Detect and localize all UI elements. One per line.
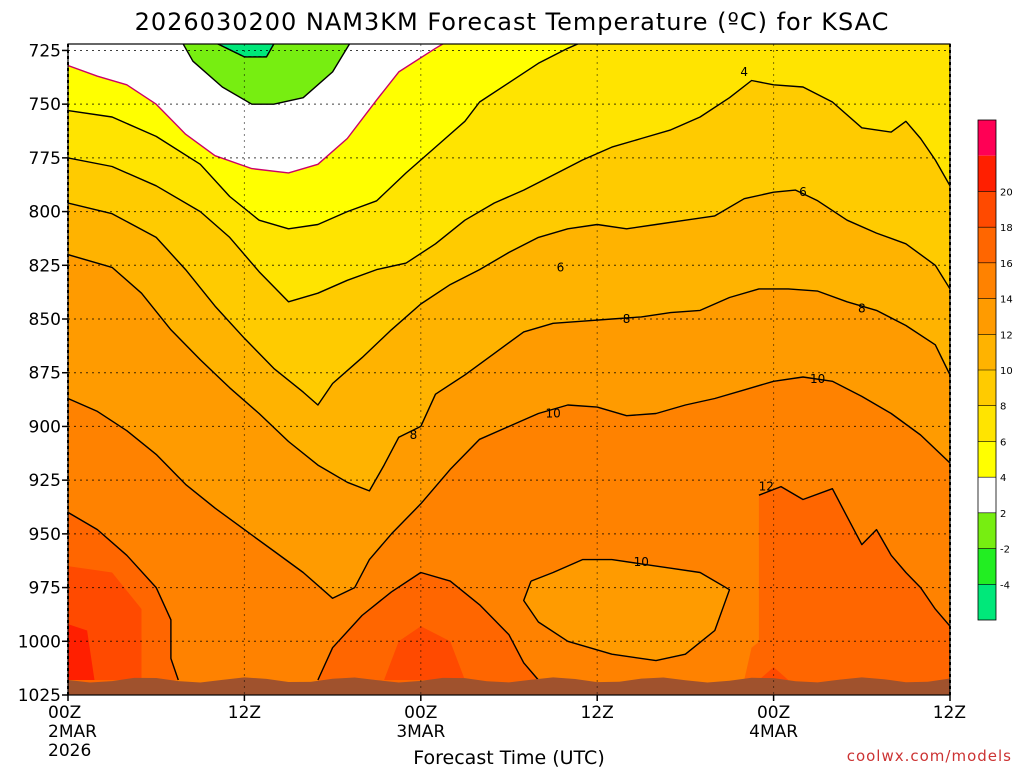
x-tick-year: 2026	[48, 741, 91, 761]
colorbar-swatch	[978, 191, 996, 228]
x-tick-date: 3MAR	[396, 722, 445, 742]
x-tick-label: 12Z	[581, 703, 614, 723]
contour-label: 10	[545, 407, 560, 421]
x-axis-label: Forecast Time (UTC)	[413, 747, 604, 768]
contour--2	[182, 44, 351, 105]
contour-label: 6	[799, 185, 807, 199]
fill-pocket-14c	[384, 626, 465, 680]
colorbar-label: 16	[1000, 259, 1013, 270]
colorbar-swatch	[978, 477, 996, 513]
y-tick-label: 925	[29, 471, 61, 491]
fill-pocket-12	[758, 486, 950, 695]
contour-10	[68, 376, 950, 599]
colorbar-label: -2	[1000, 545, 1010, 556]
x-tick-label: 00Z	[757, 703, 790, 723]
temperature-fill-layers	[68, 44, 950, 695]
y-tick-label: 900	[29, 417, 61, 437]
contour-label: 10	[810, 372, 825, 386]
fill-band-0	[68, 44, 443, 173]
x-tick-label: 12Z	[228, 703, 261, 723]
y-tick-label: 725	[29, 41, 61, 61]
contour-6	[68, 189, 950, 406]
contour-12b	[68, 511, 179, 681]
fill-pocket-10b	[523, 559, 730, 661]
contour-10b	[523, 558, 731, 662]
colorbar-label: 14	[1000, 295, 1013, 306]
colorbar-swatch	[978, 155, 996, 192]
contour-4	[68, 79, 950, 303]
contour-8	[68, 253, 950, 492]
colorbar-swatch	[978, 334, 996, 370]
colorbar-label: -4	[1000, 580, 1010, 591]
contour-neg4-dashed	[216, 44, 275, 58]
colorbar-label: 10	[1000, 366, 1013, 377]
colorbar-label: 6	[1000, 437, 1006, 448]
colorbar-swatch	[978, 227, 996, 263]
colorbar-swatch	[978, 298, 996, 335]
contour-label: 8	[858, 301, 866, 315]
x-tick-label: 00Z	[48, 703, 81, 723]
colorbar-label: 18	[1000, 223, 1013, 234]
contour-12c	[317, 571, 539, 681]
fill-band--2	[183, 44, 350, 105]
y-axis: 725 750 775 800 825 850 875 900 925 950 975 1000 102…	[18, 41, 68, 706]
fill-pocket-14d	[758, 667, 789, 680]
contour-0	[68, 44, 445, 174]
colorbar-legend: -4 -2 2 4 6 8 10 12 14 16 18 20	[977, 119, 1013, 621]
credit-text: coolwx.com/models	[847, 747, 1012, 765]
x-tick-label: 12Z	[933, 703, 966, 723]
y-tick-label: 975	[29, 579, 61, 599]
isotherm-contours	[68, 44, 950, 681]
contour-2	[68, 44, 580, 230]
y-tick-label: 1025	[18, 686, 61, 706]
colorbar-swatch	[978, 584, 996, 620]
y-tick-label: 850	[29, 310, 61, 330]
plot-area	[68, 44, 950, 695]
y-tick-label: 825	[29, 256, 61, 276]
y-tick-label: 775	[29, 149, 61, 169]
colorbar-swatch	[978, 441, 996, 478]
contour-label: 10	[634, 555, 649, 569]
colorbar-swatch	[978, 405, 996, 442]
colorbar-swatch	[978, 512, 996, 549]
contour-label: 8	[623, 312, 631, 326]
contour-labels: 4 6 6 8 8 8 10 10 10 12	[410, 65, 866, 569]
colorbar-swatch	[978, 120, 996, 156]
colorbar-swatch	[978, 370, 996, 406]
y-tick-label: 750	[29, 95, 61, 115]
x-tick-date: 4MAR	[749, 722, 798, 742]
y-tick-label: 800	[29, 203, 61, 223]
colorbar-swatch	[978, 548, 996, 585]
colorbar-label: 4	[1000, 473, 1006, 484]
x-tick-label: 00Z	[404, 703, 437, 723]
y-tick-label: 950	[29, 525, 61, 545]
colorbar-label: 20	[1000, 187, 1013, 198]
gridlines	[68, 44, 950, 695]
colorbar-label: 12	[1000, 330, 1013, 341]
chart-title: 2026030200 NAM3KM Forecast Temperature (…	[135, 8, 890, 36]
terrain-ground	[68, 677, 950, 695]
contour-label: 8	[410, 428, 418, 442]
contour-label: 6	[557, 260, 565, 274]
colorbar-label: 8	[1000, 402, 1006, 413]
fill-band--4	[217, 44, 274, 57]
contour-label: 12	[759, 480, 774, 494]
fill-pocket-16	[68, 624, 95, 680]
colorbar-label: 2	[1000, 509, 1006, 520]
colorbar-swatch	[978, 262, 996, 299]
x-tick-date: 2MAR	[48, 722, 97, 742]
y-tick-label: 1000	[18, 632, 61, 652]
y-tick-label: 875	[29, 364, 61, 384]
contour-label: 4	[740, 65, 748, 79]
contour-12	[758, 485, 950, 627]
fill-pocket-12d	[744, 630, 818, 680]
